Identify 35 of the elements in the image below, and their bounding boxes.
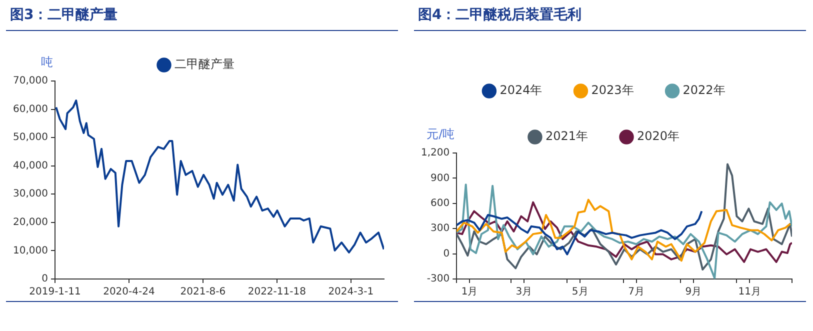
legend-label: 2022年 xyxy=(682,83,726,98)
y-tick-label: 0 xyxy=(443,248,450,260)
y-axis-title: 吨 xyxy=(40,55,53,70)
y-axis-title: 元/吨 xyxy=(426,127,455,142)
x-tick-label: 3月 xyxy=(516,286,532,298)
y-tick-label: 0 xyxy=(42,274,48,285)
legend-label: 2020年 xyxy=(637,129,680,144)
y-tick-label: -300 xyxy=(426,274,450,285)
x-tick-label: 2022-11-18 xyxy=(248,286,306,298)
x-tick-label: 5月 xyxy=(572,286,588,298)
x-tick-label: 2024-3-1 xyxy=(328,286,374,298)
legend-label: 二甲醚产量 xyxy=(174,57,234,72)
y-tick-label: 30,000 xyxy=(12,188,48,200)
y-tick-label: 300 xyxy=(430,223,450,234)
x-tick-label: 1月 xyxy=(461,286,478,298)
y-tick-label: 50,000 xyxy=(12,132,48,144)
y-tick-label: 70,000 xyxy=(12,76,48,87)
y-tick-label: 600 xyxy=(430,198,450,209)
chart-title: 图4：二甲醚税后装置毛利 xyxy=(414,0,806,31)
x-tick-label: 9月 xyxy=(685,286,702,298)
x-tick-label: 7月 xyxy=(628,286,644,298)
x-tick-label: 2020-4-24 xyxy=(103,286,155,298)
y-tick-label: 1,200 xyxy=(420,148,450,159)
y-tick-label: 20,000 xyxy=(12,217,48,228)
legend-label: 2021年 xyxy=(545,129,588,144)
legend-label: 2024年 xyxy=(500,83,542,98)
chart-title: 图3：二甲醚产量 xyxy=(6,0,398,31)
x-tick-label: 11月 xyxy=(738,286,761,298)
y-tick-label: 10,000 xyxy=(12,245,48,256)
y-tick-label: 40,000 xyxy=(12,160,48,172)
x-tick-label: 2019-1-11 xyxy=(29,286,81,298)
legend-label: 2023年 xyxy=(591,83,634,98)
x-tick-label: 2021-8-6 xyxy=(180,286,226,298)
y-tick-label: 60,000 xyxy=(12,104,48,115)
y-tick-label: 900 xyxy=(430,172,450,184)
